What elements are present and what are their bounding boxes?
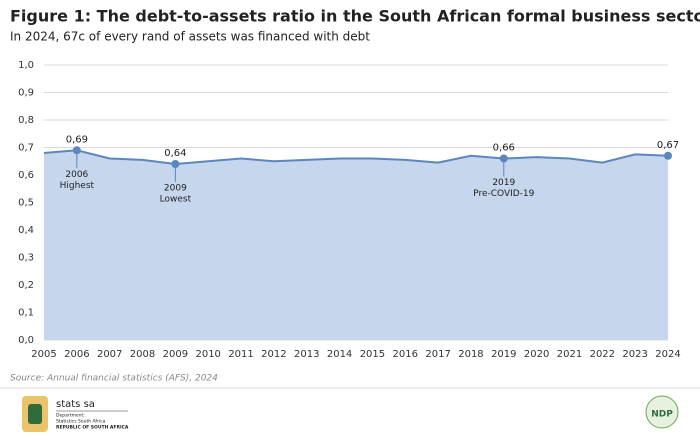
annotation: 2019 xyxy=(492,178,515,188)
annotation: 2006 xyxy=(65,170,88,180)
x-tick-label: 2010 xyxy=(195,349,220,360)
point xyxy=(499,154,508,163)
x-tick-label: 2023 xyxy=(622,349,647,360)
x-tick-label: 2013 xyxy=(294,349,319,360)
x-tick-label: 2016 xyxy=(393,349,418,360)
x-tick-label: 2019 xyxy=(491,349,516,360)
x-tick-label: 2006 xyxy=(64,349,89,360)
y-tick-label: 0,2 xyxy=(18,280,34,291)
area xyxy=(44,150,668,340)
line xyxy=(43,149,669,166)
value-label: 0,69 xyxy=(66,134,88,145)
x-tick-label: 2020 xyxy=(524,349,549,360)
x-tick-label: 2005 xyxy=(31,349,56,360)
point xyxy=(171,160,180,168)
value-label: 0,66 xyxy=(493,143,515,154)
x-tick-label: 2017 xyxy=(425,349,450,360)
annotation: 2009 xyxy=(164,184,187,194)
annotation: Pre-COVID-19 xyxy=(473,189,534,199)
y-tick-label: 0,8 xyxy=(18,115,34,126)
ndp-text: NDP xyxy=(651,410,673,420)
x-tick-label: 2011 xyxy=(228,349,253,360)
x-tick-label: 2009 xyxy=(163,349,188,360)
value-label: 0,67 xyxy=(657,140,679,151)
logo-name: stats sa xyxy=(56,399,95,410)
y-tick-label: 0,5 xyxy=(18,198,34,209)
chart-subtitle: In 2024, 67c of every rand of assets was… xyxy=(10,30,370,44)
coat-of-arms-shield xyxy=(28,404,42,424)
x-tick-label: 2015 xyxy=(360,349,385,360)
x-tick-label: 2008 xyxy=(130,349,155,360)
country: REPUBLIC OF SOUTH AFRICA xyxy=(56,425,129,431)
y-tick-label: 0,9 xyxy=(18,88,34,99)
x-tick-label: 2022 xyxy=(590,349,615,360)
ndp-logo: NDP xyxy=(645,395,679,429)
x-tick-label: 2012 xyxy=(261,349,286,360)
org: Statistics South Africa xyxy=(56,419,106,425)
y-tick-label: 0,1 xyxy=(18,308,34,319)
source: Source: Annual financial statistics (AFS… xyxy=(10,374,218,384)
annotation: Highest xyxy=(60,181,95,191)
statssa-logo: stats sa Department: Statistics South Af… xyxy=(22,396,129,432)
point xyxy=(664,151,672,160)
x-tick-label: 2018 xyxy=(458,349,483,360)
x-tick-label: 2021 xyxy=(557,349,582,360)
y-tick-label: 0,0 xyxy=(18,335,34,346)
x-tick-label: 2007 xyxy=(97,349,122,360)
point xyxy=(72,146,81,155)
x-tick-label: 2024 xyxy=(655,349,680,360)
y-tick-label: 0,4 xyxy=(18,225,34,236)
x-tick-label: 2014 xyxy=(327,349,352,360)
annotation: Lowest xyxy=(160,195,192,205)
ndp-circle xyxy=(645,395,679,429)
y-tick-label: 0,3 xyxy=(18,253,34,264)
y-tick-label: 0,6 xyxy=(18,170,34,181)
department: Department: xyxy=(56,413,85,419)
y-tick-label: 0,7 xyxy=(18,143,34,154)
value-label: 0,64 xyxy=(164,148,186,159)
y-tick-label: 1,0 xyxy=(18,60,34,71)
chart-title: Figure 1: The debt-to-assets ratio in th… xyxy=(10,7,700,26)
